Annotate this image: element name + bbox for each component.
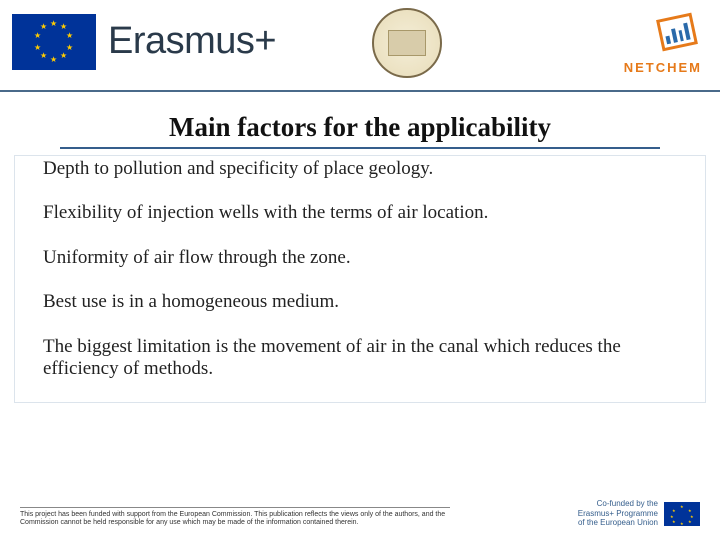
disclaimer-text: This project has been funded with suppor…	[20, 507, 450, 529]
content-item: Flexibility of injection wells with the …	[43, 202, 677, 224]
content-item: The biggest limitation is the movement o…	[43, 336, 677, 381]
cofunded-block: Co-funded by the Erasmus+ Programme of t…	[578, 499, 700, 528]
content-item: Best use is in a homogeneous medium.	[43, 291, 677, 313]
university-seal-icon	[372, 8, 442, 78]
title-underline	[60, 147, 660, 149]
eu-flag-logo: ★ ★ ★ ★ ★ ★ ★ ★ ★ ★	[12, 14, 96, 70]
netchem-icon	[631, 10, 695, 58]
cofunded-line: of the European Union	[578, 518, 658, 528]
cofunded-text: Co-funded by the Erasmus+ Programme of t…	[578, 499, 658, 528]
footer: This project has been funded with suppor…	[0, 499, 720, 528]
cofunded-line: Erasmus+ Programme	[578, 509, 658, 519]
content-box: Depth to pollution and specificity of pl…	[14, 155, 706, 403]
content-item: Depth to pollution and specificity of pl…	[43, 158, 677, 180]
page-title: Main factors for the applicability	[0, 112, 720, 143]
eu-flag-small-icon: ★ ★ ★ ★ ★ ★ ★ ★	[664, 502, 700, 526]
erasmus-logo-text: Erasmus+	[108, 20, 276, 63]
netchem-label: NETCHEM	[624, 60, 702, 75]
cofunded-line: Co-funded by the	[578, 499, 658, 509]
content-item: Uniformity of air flow through the zone.	[43, 247, 677, 269]
eu-stars-icon: ★ ★ ★ ★ ★ ★ ★ ★ ★ ★	[32, 20, 76, 64]
header: ★ ★ ★ ★ ★ ★ ★ ★ ★ ★ Erasmus+ NETCHEM	[0, 0, 720, 92]
netchem-logo: NETCHEM	[624, 10, 702, 75]
